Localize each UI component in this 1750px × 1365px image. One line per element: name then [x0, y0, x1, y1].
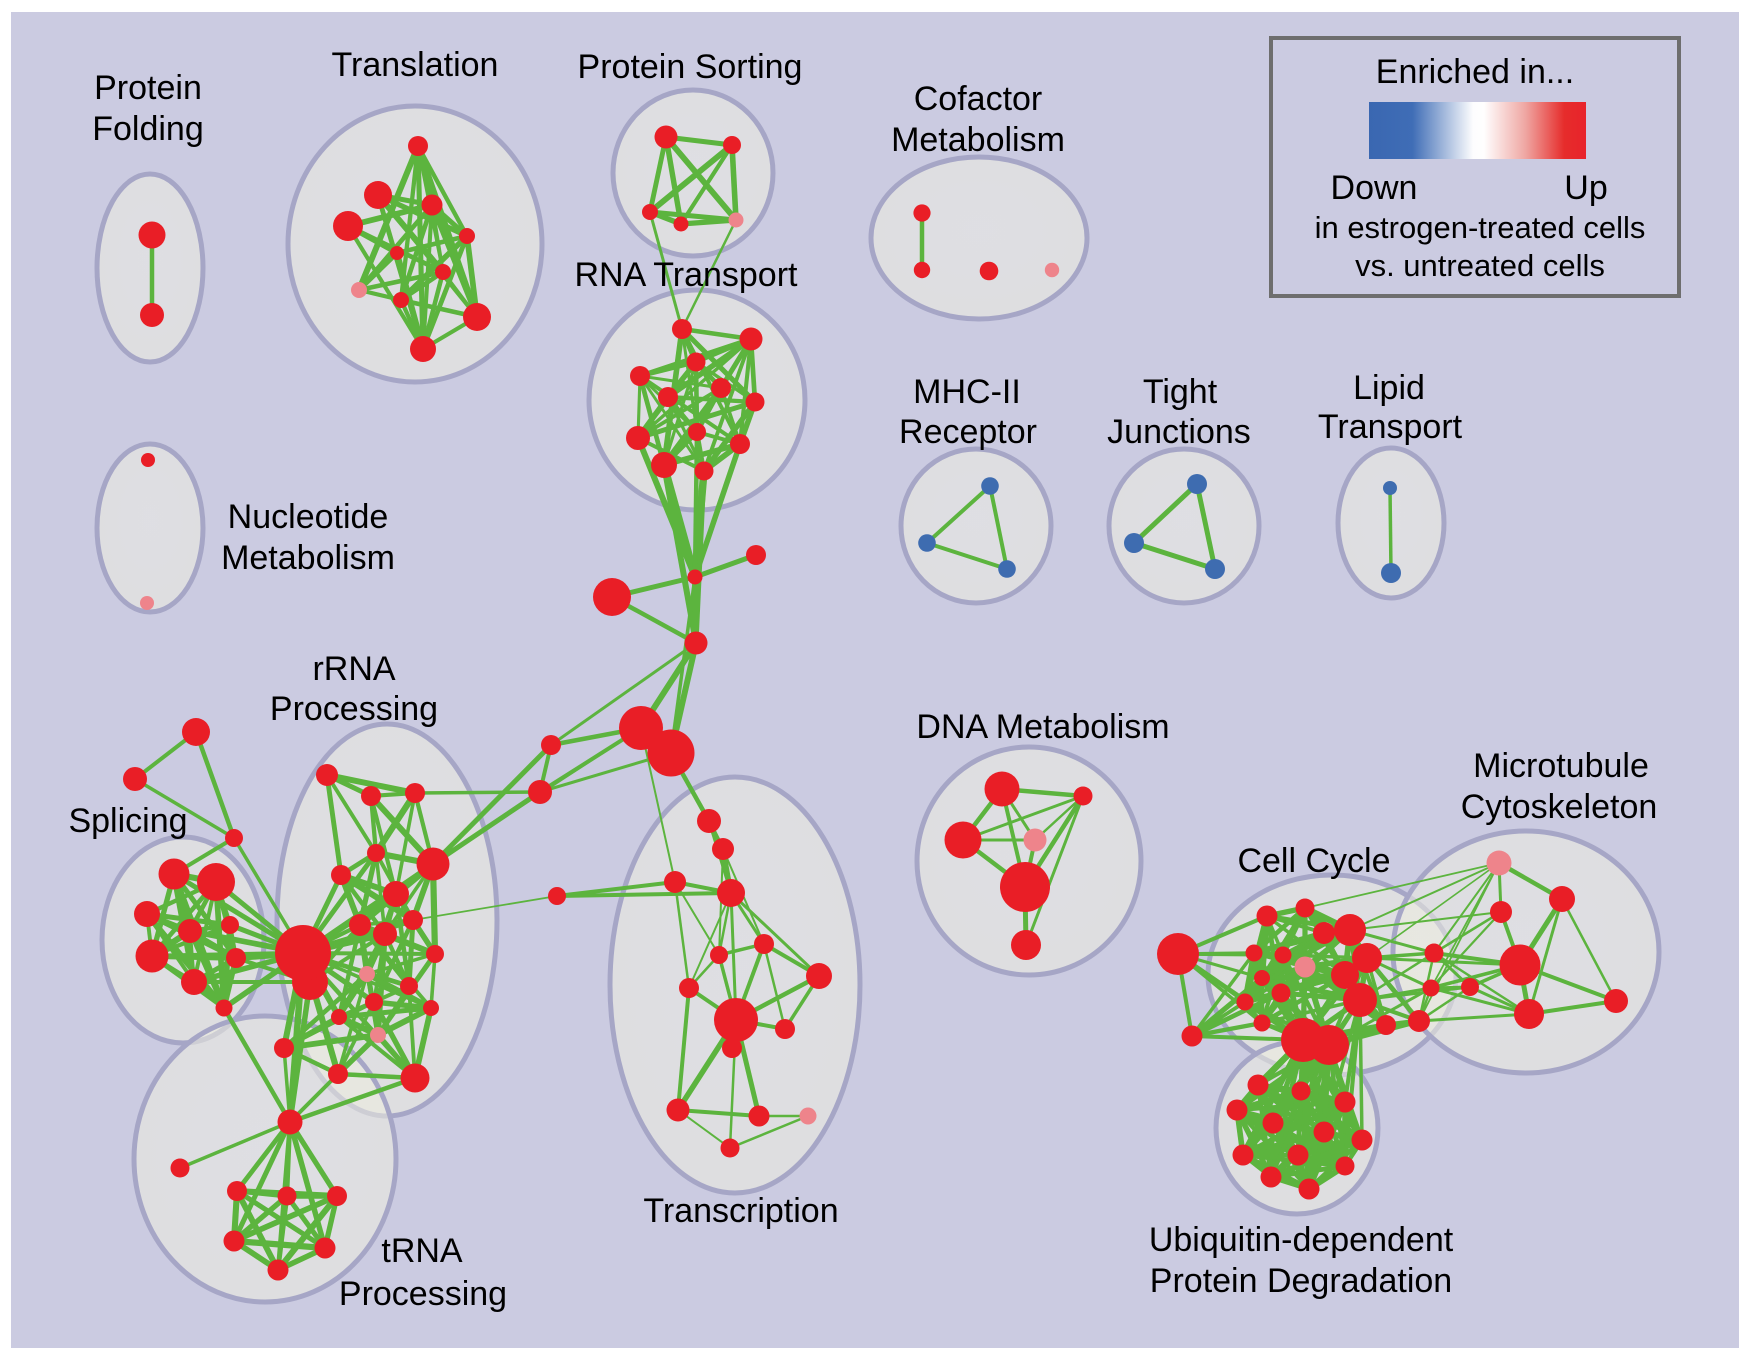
svg-text:Up: Up	[1564, 169, 1607, 207]
svg-text:Receptor: Receptor	[899, 413, 1037, 451]
svg-text:Metabolism: Metabolism	[891, 121, 1065, 159]
svg-text:Lipid: Lipid	[1353, 369, 1425, 407]
svg-text:tRNA: tRNA	[381, 1232, 463, 1270]
svg-text:Processing: Processing	[270, 690, 438, 728]
svg-text:RNA Transport: RNA Transport	[575, 256, 799, 294]
svg-text:DNA Metabolism: DNA Metabolism	[916, 708, 1169, 746]
svg-text:Cell Cycle: Cell Cycle	[1237, 842, 1390, 880]
svg-text:Metabolism: Metabolism	[221, 539, 395, 577]
svg-text:Folding: Folding	[92, 110, 204, 148]
svg-text:MHC-II: MHC-II	[913, 373, 1021, 411]
svg-text:Protein: Protein	[94, 69, 202, 107]
svg-text:rRNA: rRNA	[312, 650, 395, 688]
svg-text:Cofactor: Cofactor	[914, 80, 1043, 118]
svg-text:Splicing: Splicing	[68, 802, 187, 840]
svg-text:Translation: Translation	[332, 46, 499, 84]
svg-text:Protein Degradation: Protein Degradation	[1150, 1262, 1452, 1300]
svg-text:Enriched in...: Enriched in...	[1376, 53, 1574, 91]
svg-text:Junctions: Junctions	[1107, 413, 1251, 451]
svg-text:vs. untreated cells: vs. untreated cells	[1355, 248, 1605, 283]
svg-text:Transport: Transport	[1318, 408, 1463, 446]
svg-text:Cytoskeleton: Cytoskeleton	[1461, 788, 1658, 826]
svg-text:Transcription: Transcription	[643, 1192, 838, 1230]
svg-text:Protein Sorting: Protein Sorting	[578, 48, 803, 86]
svg-text:Tight: Tight	[1143, 373, 1218, 411]
svg-text:Nucleotide: Nucleotide	[228, 498, 389, 536]
svg-text:in estrogen-treated cells: in estrogen-treated cells	[1315, 210, 1646, 245]
svg-text:Processing: Processing	[339, 1275, 507, 1313]
svg-text:Microtubule: Microtubule	[1473, 747, 1649, 785]
svg-text:Down: Down	[1331, 169, 1418, 207]
svg-text:Ubiquitin-dependent: Ubiquitin-dependent	[1149, 1221, 1454, 1259]
